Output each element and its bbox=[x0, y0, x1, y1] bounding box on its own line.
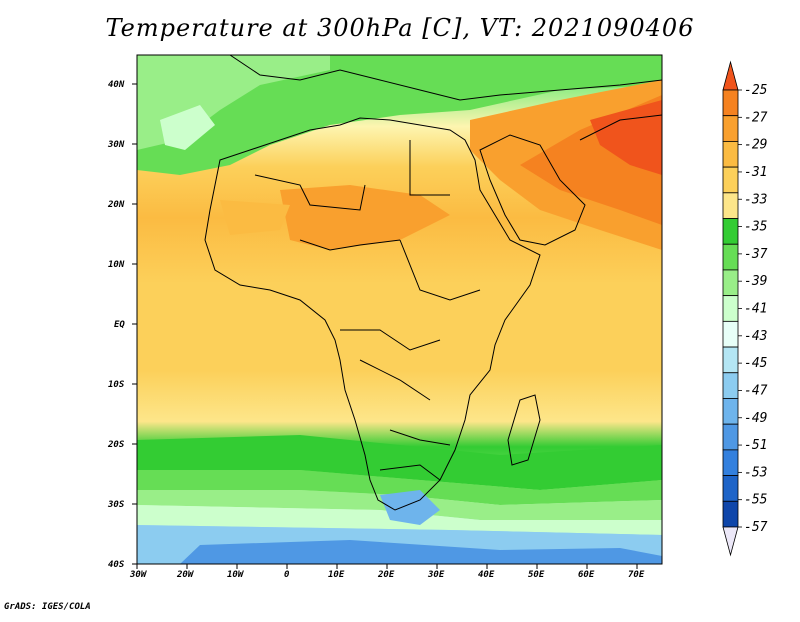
colorbar-label: -29 bbox=[744, 138, 767, 153]
colorbar-swatch bbox=[722, 115, 739, 142]
colorbar-swatches bbox=[722, 60, 739, 557]
map-title: Temperature at 300hPa [C], VT: 202109040… bbox=[105, 14, 695, 42]
colorbar-labels: -25 -27 -29 -31 -33 -35 -37 -39 -41 -43 -45 -47 -49 -… bbox=[738, 83, 768, 535]
colorbar-swatch bbox=[722, 475, 739, 502]
y-tick-label: 40S bbox=[108, 560, 125, 570]
x-tick-label: 0 bbox=[284, 570, 290, 580]
colorbar-swatch bbox=[722, 449, 739, 476]
x-tick-label: 30W bbox=[129, 570, 148, 580]
y-tick-label: EQ bbox=[114, 320, 125, 330]
y-tick-label: 30N bbox=[107, 140, 125, 150]
colorbar-swatch bbox=[722, 372, 739, 399]
y-tick-label: 30S bbox=[107, 500, 125, 510]
colorbar-swatch bbox=[722, 218, 739, 245]
colorbar-bottom-arrow bbox=[722, 526, 739, 557]
temperature-field bbox=[137, 55, 662, 564]
colorbar-label: -49 bbox=[744, 411, 767, 426]
x-tick-label: 30E bbox=[427, 570, 445, 580]
x-tick-label: 20E bbox=[377, 570, 395, 580]
colorbar-label: -55 bbox=[744, 493, 768, 508]
x-tick-label: 10E bbox=[328, 570, 345, 580]
colorbar-swatch bbox=[722, 89, 739, 117]
colorbar: -25 -27 -29 -31 -33 -35 -37 -39 -41 -43 -45 -47 -49 -… bbox=[722, 60, 768, 557]
colorbar-swatch bbox=[722, 398, 739, 425]
map-frame bbox=[136, 54, 663, 565]
y-tick-label: 20N bbox=[107, 200, 125, 210]
axis-ticks bbox=[132, 83, 638, 569]
y-tick-label: 20S bbox=[107, 440, 125, 450]
colorbar-label: -41 bbox=[744, 302, 767, 317]
colorbar-label: -57 bbox=[744, 520, 768, 535]
coastlines bbox=[204, 55, 662, 511]
colorbar-swatch bbox=[722, 423, 739, 451]
colorbar-swatch bbox=[722, 166, 739, 194]
colorbar-label: -43 bbox=[744, 329, 767, 344]
x-tick-labels: 30W 20W 10W 0 10E 20E 30E 40E 50E 60E 70… bbox=[129, 570, 645, 580]
x-tick-label: 60E bbox=[578, 570, 595, 580]
colorbar-label: -45 bbox=[744, 356, 768, 371]
colorbar-label: -33 bbox=[744, 192, 767, 207]
colorbar-swatch bbox=[722, 500, 739, 528]
x-tick-label: 50E bbox=[528, 570, 545, 580]
y-tick-labels: 40N 30N 20N 10N EQ 10S 20S 30S 40S bbox=[107, 80, 125, 570]
x-tick-label: 40E bbox=[478, 570, 495, 580]
colorbar-label: -47 bbox=[744, 383, 768, 398]
colorbar-top-arrow bbox=[722, 60, 739, 91]
colorbar-label: -39 bbox=[744, 274, 767, 289]
x-tick-label: 10W bbox=[227, 570, 245, 580]
y-tick-label: 10S bbox=[108, 380, 125, 390]
colorbar-label: -31 bbox=[744, 165, 767, 180]
colorbar-label: -53 bbox=[744, 465, 767, 480]
colorbar-label: -37 bbox=[744, 247, 768, 262]
y-tick-label: 40N bbox=[108, 80, 125, 90]
colorbar-label: -27 bbox=[744, 110, 768, 125]
colorbar-swatch bbox=[722, 320, 739, 348]
colorbar-swatch bbox=[722, 295, 739, 322]
colorbar-swatch bbox=[722, 269, 739, 297]
colorbar-swatch bbox=[722, 141, 739, 168]
colorbar-label: -25 bbox=[744, 83, 768, 98]
colorbar-swatch bbox=[722, 192, 739, 219]
colorbar-label: -35 bbox=[744, 220, 768, 235]
y-tick-label: 10N bbox=[108, 260, 125, 270]
credit-text: GrADS: IGES/COLA bbox=[4, 602, 91, 612]
colorbar-swatch bbox=[722, 243, 739, 271]
colorbar-label: -51 bbox=[744, 438, 767, 453]
colorbar-swatch bbox=[722, 346, 739, 374]
x-tick-label: 70E bbox=[628, 570, 645, 580]
x-tick-label: 20W bbox=[176, 570, 195, 580]
